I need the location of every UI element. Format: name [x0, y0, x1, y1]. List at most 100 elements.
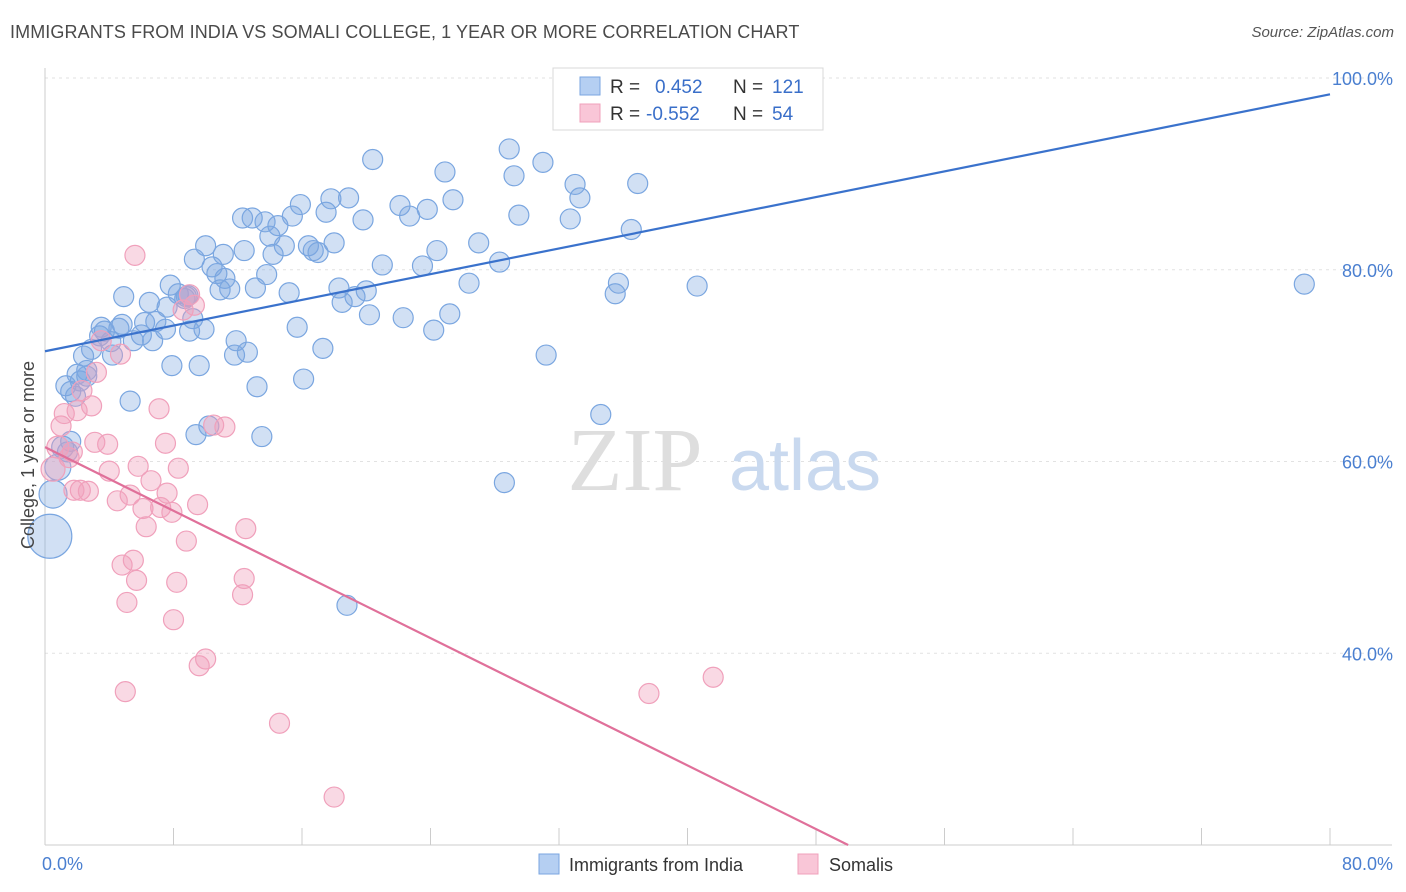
- trend-lines: [44, 93, 1331, 846]
- point-india: [281, 205, 303, 227]
- x-tick-label: 80.0%: [1342, 854, 1393, 874]
- point-india: [344, 285, 366, 308]
- point-india: [590, 403, 612, 426]
- point-somalis: [195, 648, 217, 670]
- point-somalis: [203, 414, 225, 436]
- y-tick-label: 80.0%: [1342, 261, 1393, 281]
- watermark-atlas: atlas: [729, 426, 881, 506]
- point-india: [60, 430, 82, 452]
- point-somalis: [233, 567, 255, 590]
- point-india: [175, 285, 197, 308]
- point-india: [38, 479, 68, 509]
- point-india: [320, 188, 342, 210]
- point-india: [392, 307, 414, 329]
- point-somalis: [140, 470, 162, 492]
- point-india: [185, 424, 207, 446]
- point-somalis: [69, 479, 91, 501]
- x-tick-label: 0.0%: [42, 854, 83, 874]
- point-india: [564, 173, 586, 196]
- point-india: [214, 267, 236, 289]
- series-swatch-india: [538, 853, 560, 875]
- point-india: [468, 232, 490, 254]
- point-india: [686, 275, 708, 297]
- point-india: [286, 316, 308, 338]
- point-india: [532, 151, 554, 173]
- point-india: [133, 311, 156, 334]
- point-india: [159, 274, 181, 296]
- watermark: ZIP atlas: [568, 411, 882, 510]
- point-somalis: [154, 432, 177, 454]
- point-somalis: [80, 395, 103, 417]
- point-somalis: [127, 455, 149, 477]
- series-label-india: Immigrants from India: [569, 855, 744, 875]
- point-india: [113, 285, 135, 308]
- point-india: [233, 239, 255, 262]
- point-somalis: [61, 441, 83, 463]
- point-india: [111, 313, 133, 335]
- trend-line-somalis: [44, 446, 849, 846]
- point-india: [293, 368, 315, 390]
- point-somalis: [125, 569, 148, 591]
- point-india: [225, 330, 247, 352]
- point-india: [508, 204, 530, 226]
- point-somalis: [235, 518, 257, 540]
- point-india: [307, 241, 329, 264]
- point-somalis: [97, 433, 119, 455]
- point-somalis: [116, 591, 138, 614]
- point-india: [442, 189, 464, 211]
- point-somalis: [111, 554, 133, 576]
- y-tick-label: 60.0%: [1342, 453, 1393, 473]
- point-somalis: [148, 398, 170, 420]
- point-india: [503, 165, 525, 187]
- point-somalis: [231, 584, 254, 606]
- point-india: [188, 355, 210, 377]
- point-india: [352, 209, 374, 231]
- point-india: [371, 254, 393, 276]
- point-india: [627, 172, 649, 195]
- correlation-legend: R = 0.452 N = 121 R = -0.552 N = 54: [552, 67, 824, 131]
- y-axis-label: College, 1 year or more: [18, 361, 38, 549]
- point-somalis: [71, 379, 93, 402]
- point-india: [416, 198, 438, 220]
- axes: [44, 68, 1392, 846]
- point-india: [411, 255, 434, 277]
- point-india: [241, 207, 263, 229]
- point-india: [399, 205, 421, 227]
- point-india: [559, 208, 581, 230]
- point-somalis: [188, 655, 210, 677]
- watermark-zip: ZIP: [568, 411, 703, 510]
- point-india: [219, 278, 241, 300]
- point-somalis: [132, 497, 154, 520]
- legend-r-value-india: 0.452: [655, 77, 703, 98]
- point-somalis: [106, 490, 128, 512]
- point-india: [458, 272, 480, 294]
- point-india: [119, 390, 141, 412]
- point-india: [535, 344, 557, 366]
- tick-labels: 100.0% 80.0% 60.0% 40.0% 0.0% 80.0%: [42, 69, 1393, 874]
- point-india: [262, 243, 284, 266]
- point-somalis: [50, 415, 72, 437]
- legend-swatch-india: [579, 76, 601, 96]
- point-india: [254, 211, 276, 233]
- point-india: [337, 187, 360, 209]
- point-india: [212, 243, 234, 266]
- legend-n-value-india: 121: [772, 77, 804, 98]
- point-india: [323, 232, 345, 254]
- point-india: [72, 345, 95, 367]
- point-somalis: [85, 361, 108, 383]
- point-india: [315, 201, 337, 223]
- point-india: [1293, 273, 1315, 295]
- point-india: [498, 138, 520, 160]
- point-somalis: [114, 680, 136, 703]
- point-somalis: [178, 284, 201, 306]
- source-label: Source: ZipAtlas.com: [1251, 24, 1394, 41]
- point-india: [27, 513, 73, 559]
- legend-swatch-somalis: [579, 103, 601, 123]
- trend-line-india: [44, 93, 1331, 353]
- point-somalis: [122, 549, 144, 571]
- chart-title: IMMIGRANTS FROM INDIA VS SOMALI COLLEGE,…: [10, 22, 800, 42]
- point-somalis: [53, 402, 75, 425]
- point-somalis: [162, 609, 185, 631]
- point-india: [195, 235, 217, 257]
- point-somalis: [109, 343, 132, 365]
